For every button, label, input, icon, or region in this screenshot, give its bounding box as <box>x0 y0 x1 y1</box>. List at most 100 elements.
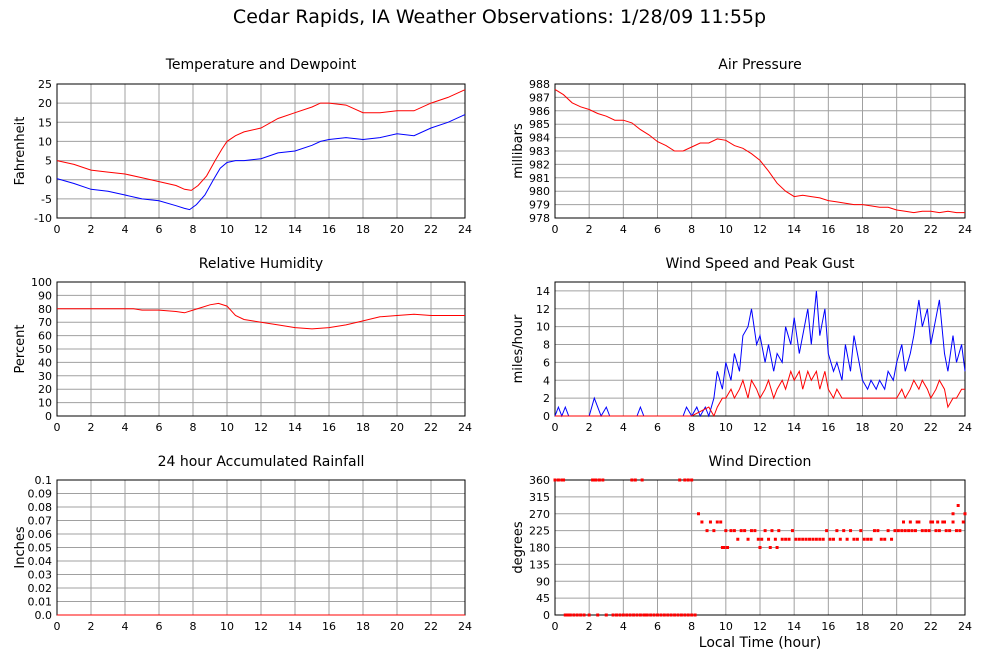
direction-data-point <box>582 613 586 617</box>
direction-data-point <box>862 537 866 541</box>
direction-data-point <box>676 613 680 617</box>
direction-data-point <box>591 478 595 482</box>
direction-ytick-label: 0 <box>543 609 550 622</box>
direction-xtick-label: 24 <box>958 620 972 633</box>
wind-xtick-label: 18 <box>856 421 870 434</box>
direction-data-point <box>845 537 849 541</box>
temperature-ytick-label: 15 <box>38 116 52 129</box>
direction-data-point <box>828 537 832 541</box>
pressure-ytick-label: 982 <box>529 158 550 171</box>
wind-xtick-label: 22 <box>924 421 938 434</box>
temperature-xtick-label: 12 <box>254 223 268 236</box>
direction-data-point <box>758 546 762 549</box>
rainfall-ytick-label: 0.04 <box>28 555 53 568</box>
page-title: Cedar Rapids, IA Weather Observations: 1… <box>232 6 767 28</box>
direction-data-point <box>700 520 704 524</box>
rainfall-xtick-label: 8 <box>190 620 197 633</box>
pressure-xtick-label: 16 <box>821 223 835 236</box>
direction-data-point <box>773 537 777 541</box>
direction-data-point <box>683 613 687 617</box>
temperature-xtick-label: 6 <box>156 223 163 236</box>
wind-ytick-label: 8 <box>543 339 550 352</box>
wind-ytick-label: 4 <box>543 374 550 387</box>
humidity-xtick-label: 12 <box>254 421 268 434</box>
wind-xtick-label: 0 <box>552 421 559 434</box>
direction-data-point <box>943 520 946 524</box>
direction-data-point <box>659 613 663 617</box>
direction-chart-title: Wind Direction <box>709 454 812 470</box>
direction-data-point <box>866 537 870 541</box>
temperature-ytick-label: -10 <box>34 212 52 225</box>
temperature-ytick-label: 20 <box>38 97 52 110</box>
wind-ytick-label: 10 <box>536 321 550 334</box>
direction-data-point <box>903 529 907 533</box>
pressure-ytick-label: 984 <box>529 132 550 145</box>
pressure-xtick-label: 4 <box>620 223 627 236</box>
direction-data-point <box>720 546 724 549</box>
direction-data-point <box>719 520 723 524</box>
pressure-ytick-label: 988 <box>529 78 550 91</box>
direction-data-point <box>604 613 608 617</box>
direction-data-point <box>611 613 615 617</box>
wind-xtick-label: 12 <box>753 421 767 434</box>
rainfall-xtick-label: 10 <box>220 620 234 633</box>
direction-data-point <box>910 529 914 533</box>
direction-data-point <box>937 529 941 533</box>
wind-xtick-label: 14 <box>787 421 801 434</box>
direction-data-point <box>715 520 719 524</box>
humidity-ytick-label: 20 <box>38 383 52 396</box>
direction-data-point <box>615 613 618 617</box>
direction-data-point <box>690 613 694 617</box>
wind-xtick-label: 24 <box>958 421 972 434</box>
humidity-chart-title: Relative Humidity <box>199 256 323 272</box>
temperature-xtick-label: 8 <box>190 223 197 236</box>
direction-data-point <box>553 478 557 482</box>
direction-data-point <box>565 613 569 617</box>
direction-data-point <box>852 537 856 541</box>
direction-data-point <box>633 478 637 482</box>
rainfall-chart-title: 24 hour Accumulated Rainfall <box>158 454 365 470</box>
direction-data-point <box>568 613 572 617</box>
direction-data-point <box>956 504 960 507</box>
humidity-y-axis-label: Percent <box>13 325 28 374</box>
rainfall-ytick-label: 0.05 <box>28 542 53 555</box>
temperature-xtick-label: 22 <box>424 223 438 236</box>
direction-ytick-label: 90 <box>536 575 550 588</box>
temperature-ytick-label: 25 <box>38 78 52 91</box>
wind-xtick-label: 8 <box>688 421 695 434</box>
direction-data-point <box>746 537 750 541</box>
direction-data-point <box>886 529 890 533</box>
direction-data-point <box>896 529 900 533</box>
rainfall-ytick-label: 0.06 <box>28 528 53 541</box>
temperature-xtick-label: 20 <box>390 223 404 236</box>
direction-data-point <box>804 537 808 541</box>
pressure-chart-title: Air Pressure <box>718 57 801 73</box>
direction-data-point <box>597 478 601 482</box>
direction-xtick-label: 12 <box>753 620 767 633</box>
direction-data-point <box>963 512 967 516</box>
direction-data-point <box>594 478 598 482</box>
temperature-ytick-label: 10 <box>38 135 52 148</box>
direction-data-point <box>722 546 726 549</box>
direction-data-point <box>712 529 716 533</box>
direction-data-point <box>790 529 794 533</box>
humidity-xtick-label: 16 <box>322 421 336 434</box>
humidity-series-line-0 <box>57 302 465 330</box>
humidity-ytick-label: 80 <box>38 303 52 316</box>
direction-data-point <box>838 537 842 541</box>
temperature-xtick-label: 24 <box>458 223 472 236</box>
temperature-xtick-label: 0 <box>54 223 61 236</box>
direction-data-point <box>618 613 622 617</box>
direction-data-point <box>794 537 798 541</box>
pressure-ytick-label: 980 <box>529 185 550 198</box>
direction-data-point <box>749 529 753 533</box>
pressure-xtick-label: 8 <box>688 223 695 236</box>
direction-ytick-label: 315 <box>529 491 550 504</box>
pressure-xtick-label: 12 <box>753 223 767 236</box>
rainfall-ytick-label: 0.1 <box>35 474 53 487</box>
wind-y-axis-label: miles/hour <box>511 314 526 383</box>
humidity-xtick-label: 0 <box>54 421 61 434</box>
humidity-xtick-label: 6 <box>156 421 163 434</box>
wind-ytick-label: 12 <box>536 303 550 316</box>
